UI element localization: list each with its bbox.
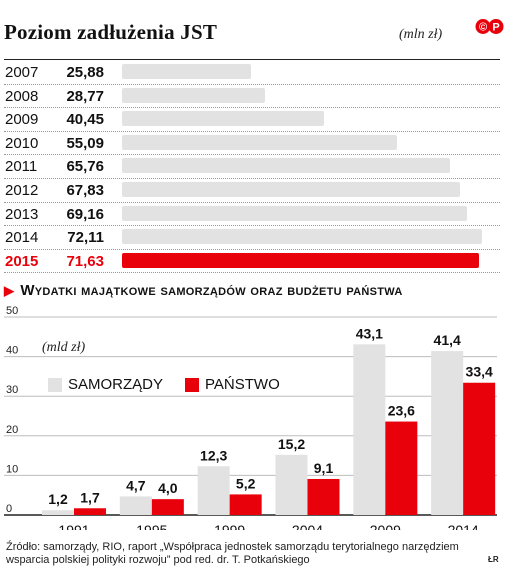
chart1-bar	[122, 205, 467, 221]
chart1-row-divider	[4, 107, 500, 109]
chart2-category-label: 1999	[214, 522, 245, 530]
chart1-row-divider	[4, 248, 500, 250]
chart1-year-label: 2011	[5, 158, 38, 176]
chart1-year-label: 2010	[5, 134, 39, 152]
chart2-data-label: 23,6	[388, 403, 415, 419]
chart2-category-label: 1991	[58, 522, 89, 530]
chart2-bar	[74, 508, 106, 515]
chart1-year-label: 2013	[5, 205, 39, 223]
chart2-bar	[385, 421, 418, 515]
chart1-year-label: 2008	[5, 87, 39, 105]
chart1-bar	[122, 87, 266, 103]
chart2-bar	[229, 494, 262, 515]
chart1-top-rule	[4, 59, 500, 60]
chart1-row-divider	[4, 201, 500, 203]
chart1-value-label: 67,83	[66, 182, 104, 199]
chart2-data-label: 15,2	[278, 436, 305, 452]
svg-text:P: P	[492, 22, 499, 34]
chart1-value-label: 40,45	[66, 111, 104, 129]
chart1-row-divider	[4, 272, 500, 274]
chart2-bar	[275, 454, 308, 515]
chart1-row-divider	[4, 130, 500, 132]
legend-swatch-panstwo	[185, 377, 200, 392]
chart1-value-label: 28,77	[66, 87, 104, 105]
chart1-year-label: 2012	[5, 182, 39, 199]
chart1-value-label: 72,11	[67, 229, 104, 247]
chart2-bar	[197, 466, 230, 515]
chart2-bar	[42, 510, 74, 515]
chart2-bar	[119, 496, 152, 515]
chart2-data-label: 33,4	[466, 364, 493, 380]
chart2-bar	[353, 344, 386, 515]
chart1-title: Poziom zadłużenia JST	[4, 20, 218, 44]
chart2-bar	[431, 351, 464, 515]
chart2-title-row: ▶ Wydatki majątkowe samorządów oraz budż…	[4, 282, 403, 299]
legend-label-panstwo: PAŃSTWO	[205, 376, 280, 393]
chart2-data-label: 4,0	[158, 480, 178, 496]
legend-swatch-samorzady	[48, 377, 62, 392]
chart2-bar	[463, 382, 496, 515]
chart1-row-divider	[4, 225, 500, 227]
chart2-ytick-label: 40	[6, 345, 18, 357]
chart1-row-divider	[4, 83, 500, 85]
chart2-data-label: 1,7	[80, 489, 100, 505]
chart2-bar	[307, 478, 340, 515]
chart2-ytick-label: 0	[6, 503, 12, 515]
chart2-ytick-label: 10	[6, 463, 18, 475]
chart2-ytick-label: 20	[6, 424, 18, 436]
chart1-value-label: 25,88	[66, 64, 104, 81]
chart2-ytick-label: 50	[6, 305, 18, 317]
chart2-data-label: 5,2	[236, 475, 256, 491]
arrow-right-icon: ▶	[4, 282, 15, 298]
chart1-bar	[122, 252, 480, 268]
chart1-year-label: 2014	[5, 229, 39, 247]
chart1-bar	[122, 158, 450, 174]
chart2-unit: (mld zł)	[42, 340, 86, 355]
chart2-legend: SAMORZĄDY PAŃSTWO	[48, 376, 280, 393]
chart2-bar	[151, 499, 184, 515]
chart1-year-label: 2007	[5, 64, 39, 81]
svg-text:©: ©	[479, 22, 487, 34]
publisher-logo: © P	[475, 19, 504, 34]
chart1-bar	[122, 111, 324, 127]
chart1-year-label: 2009	[5, 111, 39, 129]
chart2-data-label: 43,1	[356, 325, 383, 341]
chart1-bar	[122, 182, 461, 197]
chart1-unit: (mln zł)	[399, 27, 443, 42]
chart2-category-label: 1995	[136, 522, 167, 530]
chart1-year-label: 2015	[5, 252, 39, 270]
chart2-ytick-label: 30	[6, 384, 18, 396]
chart1-value-label: 69,16	[66, 205, 104, 223]
chart1-value-label: 65,76	[66, 158, 104, 176]
chart2-data-label: 4,7	[126, 477, 146, 493]
chart2-data-label: 41,4	[434, 332, 461, 348]
chart1-bar	[122, 229, 482, 245]
chart2-category-label: 2014	[448, 522, 479, 530]
chart2-category-label: 2004	[292, 522, 323, 530]
chart2-data-label: 9,1	[314, 460, 334, 476]
chart1-bar	[122, 134, 397, 150]
chart2-data-label: 12,3	[200, 447, 227, 463]
chart1-row-divider	[4, 154, 500, 156]
chart2-category-label: 2009	[370, 522, 401, 530]
chart1-bar	[122, 64, 252, 79]
chart1-row-divider	[4, 178, 500, 179]
chart2-plot: 0 10 20 30 40 50 1,2 1,7 1991 4,7 4,0 1995 12,3 5,2 19…	[4, 305, 497, 530]
chart1-value-label: 55,09	[66, 134, 104, 152]
legend-label-samorzady: SAMORZĄDY	[68, 376, 164, 393]
source-note: Źródło: samorządy, RIO, raport „Współpra…	[6, 541, 459, 566]
chart1-value-label: 71,63	[66, 252, 104, 270]
chart2-data-label: 1,2	[48, 491, 68, 507]
chart2-title: Wydatki majątkowe samorządów oraz budżet…	[20, 282, 403, 299]
author-credit: ŁR	[488, 555, 499, 564]
